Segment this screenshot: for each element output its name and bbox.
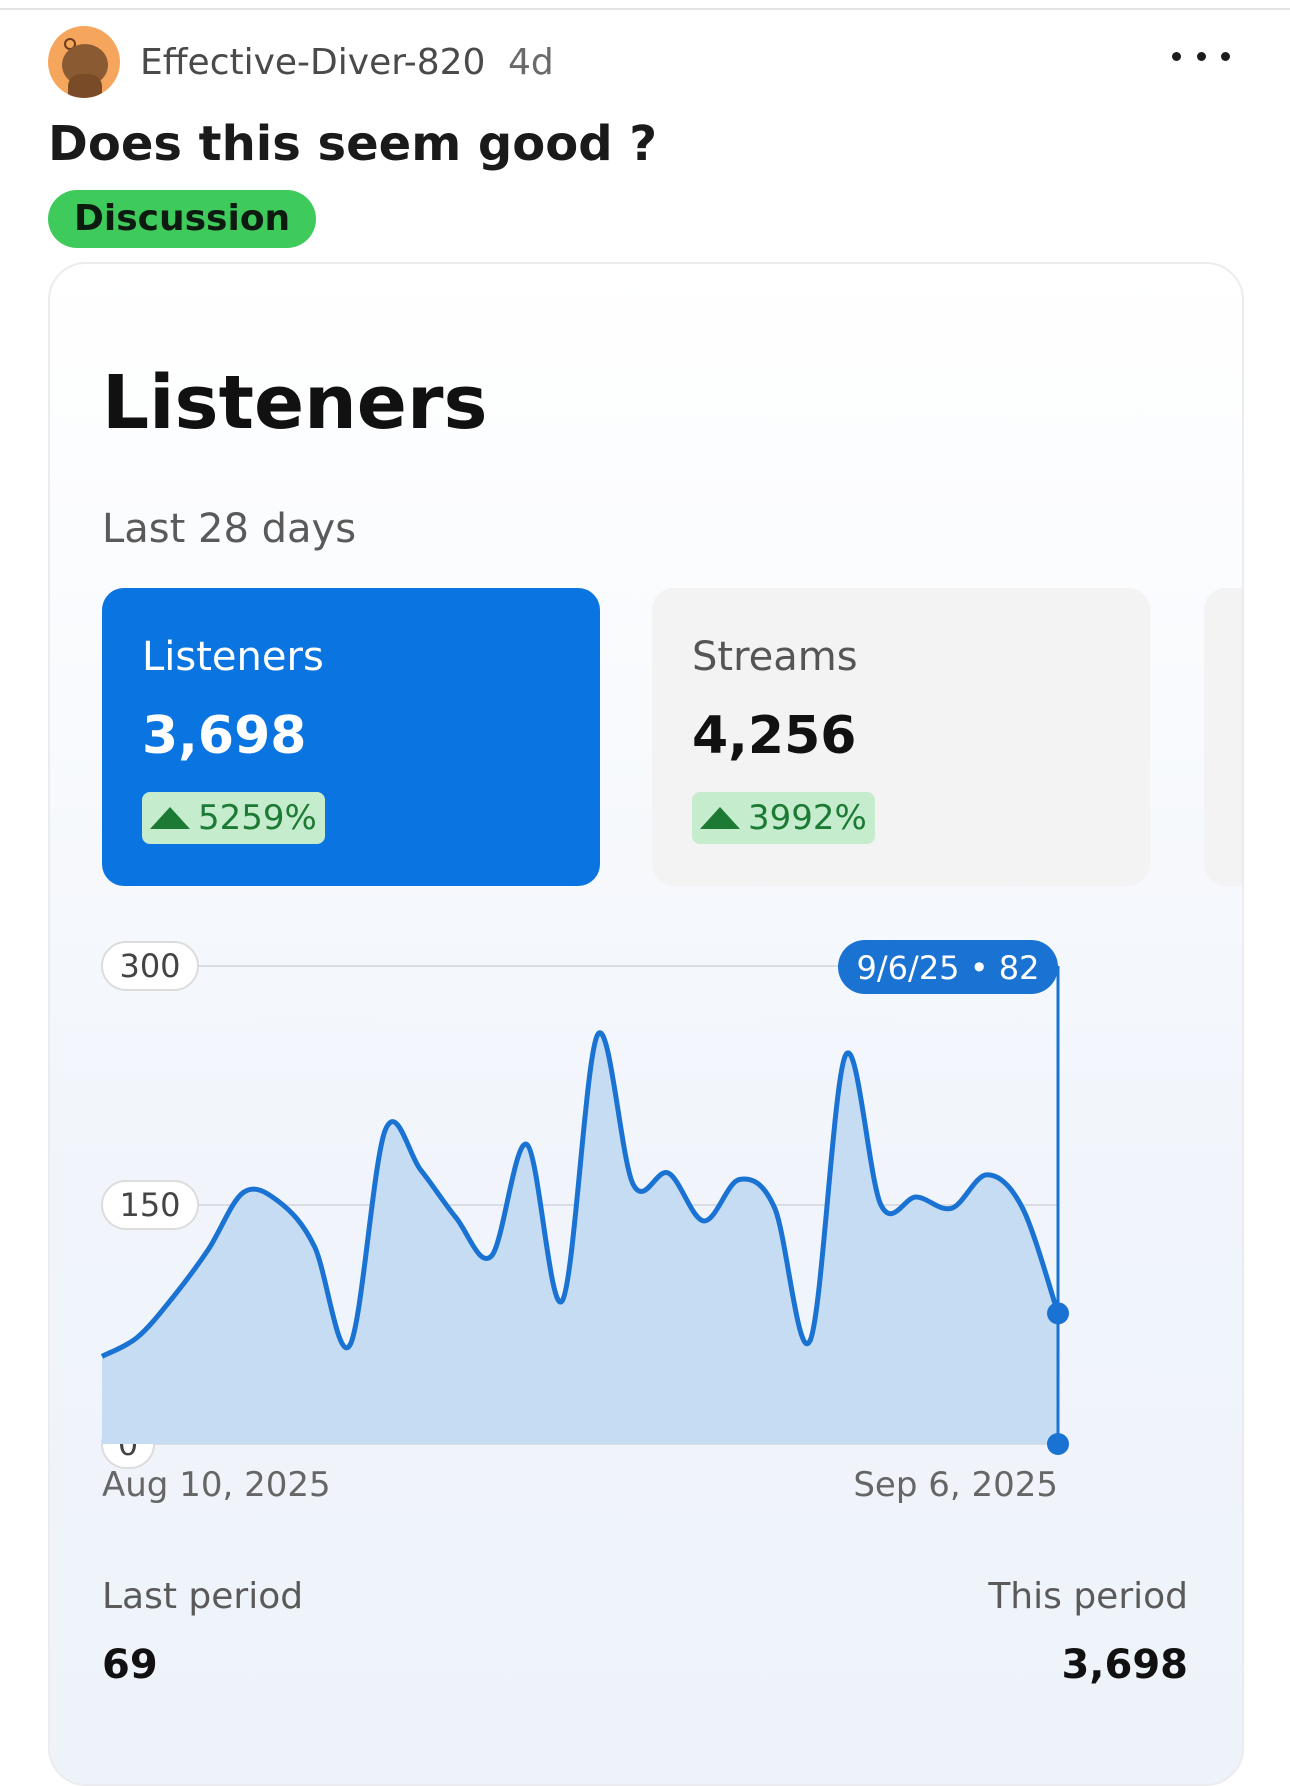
card-title: Listeners [102, 360, 488, 446]
flair-badge[interactable]: Discussion [48, 190, 317, 248]
listeners-stat-tile[interactable]: Listeners 3,698 5259% [102, 588, 600, 886]
change-badge: 5259% [142, 792, 325, 844]
x-start-label: Aug 10, 2025 [102, 1465, 331, 1505]
period-label: Last 28 days [102, 506, 357, 552]
change-value: 3992% [748, 798, 867, 838]
this-period-value: 3,698 [1061, 1642, 1188, 1688]
stat-label: Streams [692, 634, 858, 680]
change-value: 5259% [198, 798, 317, 838]
stat-label: Listeners [142, 634, 324, 680]
change-badge: 3992% [692, 792, 875, 844]
streams-stat-tile[interactable]: Streams 4,256 3992% [652, 588, 1150, 886]
listeners-card: Listeners Last 28 days Listeners 3,698 5… [48, 262, 1244, 1786]
selected-point [1047, 1302, 1069, 1325]
y-tick-pill [101, 1180, 199, 1230]
area-fill [102, 1032, 1058, 1444]
post-age: 4d [508, 42, 554, 83]
arrow-up-icon [700, 807, 740, 829]
author-name[interactable]: Effective-Diver-820 [140, 42, 486, 83]
baseline-point [1047, 1433, 1069, 1455]
series-line [100, 1030, 1061, 1359]
y-tick-label: 300 [119, 947, 180, 985]
tooltip-label: 9/6/25 • 82 [857, 949, 1040, 987]
post-header: Effective-Diver-820 4d [48, 26, 1248, 102]
last-period-value: 69 [102, 1642, 158, 1688]
stat-value: 4,256 [692, 706, 857, 766]
y-tick-label: 150 [119, 1186, 180, 1224]
y-tick-pill [101, 941, 199, 991]
arrow-up-icon [150, 807, 190, 829]
more-horizontal-icon[interactable] [1172, 36, 1230, 76]
next-stat-tile[interactable] [1204, 588, 1242, 886]
post-title[interactable]: Does this seem good ? [48, 116, 658, 172]
x-end-label: Sep 6, 2025 [853, 1465, 1058, 1505]
snoo-avatar-icon[interactable] [48, 26, 120, 98]
this-period-label: This period [988, 1576, 1188, 1617]
last-period-label: Last period [102, 1576, 304, 1617]
tooltip-pill [838, 940, 1058, 994]
top-divider [0, 0, 1290, 10]
stat-value: 3,698 [142, 706, 307, 766]
